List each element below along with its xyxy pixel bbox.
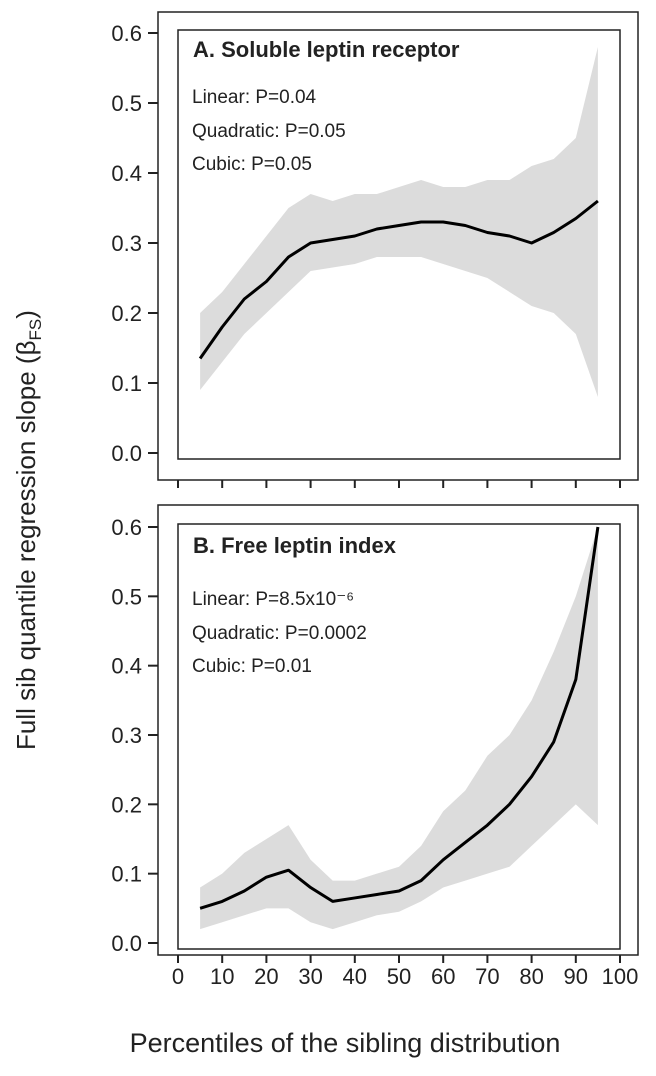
y-tick-label: 0.3 <box>111 723 142 748</box>
y-tick-label: 0.2 <box>111 792 142 817</box>
plot-area <box>199 526 600 930</box>
y-tick-label: 0.3 <box>111 231 142 256</box>
y-tick-label: 0.1 <box>111 862 142 887</box>
x-tick-label: 20 <box>254 964 278 989</box>
annotation: Quadratic: P=0.05 <box>192 121 346 142</box>
x-axis-label: Percentiles of the sibling distribution <box>130 1028 561 1058</box>
panel-title: A. Soluble leptin receptor <box>193 37 460 62</box>
x-tick-label: 40 <box>343 964 367 989</box>
y-tick-label: 0.2 <box>111 301 142 326</box>
y-tick-label: 0.6 <box>111 515 142 540</box>
plot-box <box>177 29 621 460</box>
y-tick-label: 0.5 <box>111 91 142 116</box>
confidence-band <box>200 47 598 397</box>
y-tick-label: 0.1 <box>111 371 142 396</box>
y-tick-label: 0.0 <box>111 931 142 956</box>
y-tick-label: 0.4 <box>111 654 142 679</box>
annotation: Cubic: P=0.05 <box>192 154 312 175</box>
annotation: Quadratic: P=0.0002 <box>192 623 367 644</box>
y-tick-label: 0.5 <box>111 584 142 609</box>
y-tick-label: 0.6 <box>111 21 142 46</box>
annotation: Cubic: P=0.01 <box>192 656 312 677</box>
y-tick-label: 0.0 <box>111 441 142 466</box>
line <box>198 199 599 360</box>
x-tick-label: 50 <box>387 964 411 989</box>
y-axis-label: Full sib quantile regression slope (βFS) <box>11 310 45 750</box>
x-tick-label: 80 <box>519 964 543 989</box>
x-tick-label: 60 <box>431 964 455 989</box>
y-tick-label: 0.4 <box>111 161 142 186</box>
x-tick-label: 100 <box>602 964 639 989</box>
x-tick-label: 30 <box>298 964 322 989</box>
x-tick-label: 90 <box>564 964 588 989</box>
confidence-band <box>200 527 598 930</box>
plot-area <box>198 47 599 397</box>
panel-title: B. Free leptin index <box>193 533 397 558</box>
x-tick-label: 10 <box>210 964 234 989</box>
annotation: Linear: P=0.04 <box>192 87 317 108</box>
annotation: Linear: P=8.5x10⁻⁶ <box>192 589 354 610</box>
line <box>199 526 600 910</box>
x-tick-label: 70 <box>475 964 499 989</box>
x-tick-label: 0 <box>172 964 184 989</box>
plot-box <box>177 523 621 950</box>
